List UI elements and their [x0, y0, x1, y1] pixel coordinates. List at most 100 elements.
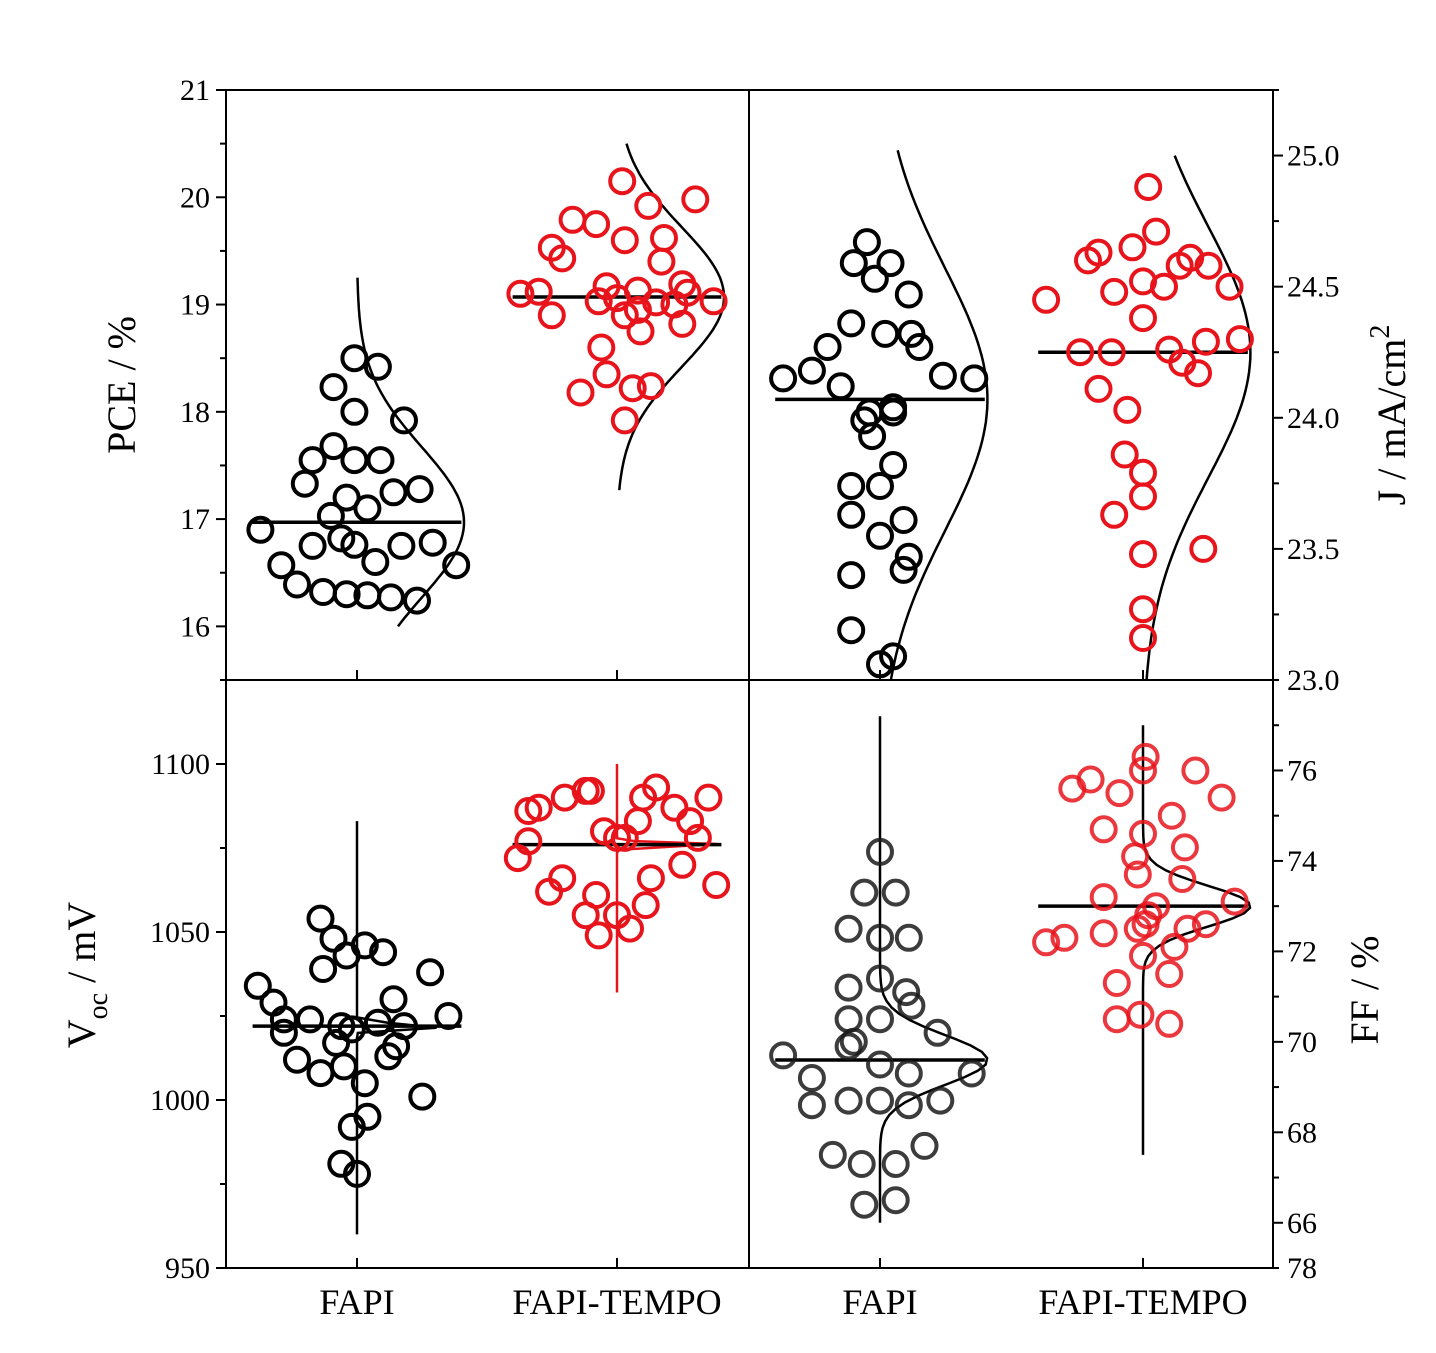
- data-point-fapi-tempo: [642, 288, 671, 317]
- data-point-fapi: [871, 319, 900, 348]
- data-point-fapi: [960, 364, 989, 393]
- data-point-fapi: [879, 451, 908, 479]
- data-point-fapi: [813, 333, 842, 361]
- y-tick-label-bottom-right: 70: [1287, 1026, 1317, 1059]
- y-tick-label-top-left: 21: [180, 74, 210, 107]
- data-point-fapi-tempo: [1089, 919, 1118, 948]
- data-point-fapi: [243, 971, 272, 1000]
- y-tick-label-top-left: 20: [180, 181, 210, 214]
- data-point-fapi: [298, 531, 327, 560]
- data-point-fapi: [928, 361, 957, 390]
- y-tick-label-top-right: 24.0: [1287, 402, 1340, 435]
- data-point-fapi-tempo: [1089, 815, 1118, 844]
- data-point-fapi-tempo: [1089, 883, 1118, 912]
- data-point-fapi: [319, 373, 348, 402]
- data-point-fapi-tempo: [1131, 742, 1160, 771]
- data-point-fapi: [350, 931, 379, 960]
- y-tick-label-bottom-left: 1050: [150, 916, 210, 949]
- data-point-fapi-tempo: [634, 191, 663, 220]
- distribution-curve-fapi-tempo: [615, 764, 718, 993]
- data-point-fapi-tempo: [647, 247, 676, 276]
- panel-frame-bottom-left: [225, 679, 750, 1269]
- y-tick-label-top-right: 24.5: [1287, 271, 1340, 304]
- data-point-fapi-tempo: [566, 378, 595, 407]
- data-point-fapi-tempo: [524, 793, 553, 822]
- data-point-fapi: [418, 528, 447, 557]
- data-point-fapi-tempo: [1129, 595, 1157, 624]
- data-point-fapi: [894, 542, 923, 571]
- jsc-title-sup: 2: [1365, 325, 1396, 339]
- data-point-fapi-tempo: [626, 317, 655, 346]
- data-point-fapi-tempo: [610, 226, 639, 255]
- data-point-fapi: [403, 586, 431, 615]
- distribution-curve-fapi: [889, 149, 989, 681]
- y-tick-label-bottom-right: 76: [1287, 754, 1317, 787]
- data-point-fapi-tempo: [1110, 440, 1139, 469]
- data-point-fapi: [283, 570, 311, 599]
- data-point-fapi: [923, 1018, 952, 1047]
- data-point-fapi-tempo: [548, 864, 577, 893]
- data-point-fapi: [837, 561, 866, 590]
- data-point-fapi: [322, 1028, 351, 1057]
- data-point-fapi: [290, 469, 319, 498]
- category-labels: FAPI FAPI-TEMPO FAPI FAPI-TEMPO: [319, 1282, 1247, 1322]
- data-point-fapi-tempo: [683, 823, 712, 852]
- data-point-fapi-tempo: [694, 783, 723, 812]
- y-tick-label-bottom-right: 68: [1287, 1116, 1317, 1149]
- data-point-fapi-tempo: [1050, 923, 1079, 952]
- data-point-fapi-tempo: [1142, 217, 1171, 246]
- data-point-fapi-tempo: [592, 360, 621, 389]
- data-point-fapi-tempo: [1105, 779, 1134, 808]
- data-point-fapi-tempo: [1191, 327, 1220, 356]
- data-point-fapi-tempo: [1129, 756, 1157, 785]
- data-point-fapi: [343, 1159, 371, 1188]
- data-point-fapi: [866, 521, 894, 550]
- data-point-fapi: [316, 501, 345, 530]
- y-tick-label-top-right: 23.5: [1287, 533, 1340, 566]
- data-point-fapi: [296, 1005, 324, 1034]
- y-tick-label-bottom-top-right: 23.0: [1287, 664, 1340, 697]
- data-point-fapi: [866, 964, 894, 993]
- data-point-fapi-tempo: [636, 864, 665, 893]
- data-point-fapi-tempo: [1220, 887, 1249, 916]
- data-point-fapi: [298, 446, 327, 475]
- distribution-curve-fapi-tempo: [1141, 725, 1252, 1155]
- data-point-fapi-tempo: [1173, 914, 1202, 943]
- data-point-fapi: [860, 264, 889, 293]
- data-point-fapi: [837, 472, 866, 500]
- data-point-fapi-tempo: [1155, 1009, 1184, 1038]
- data-point-fapi: [769, 364, 798, 393]
- data-point-fapi-tempo: [650, 224, 678, 252]
- axis-tick-labels: 16 17 18 19 20 21 23.5 24.0 24.5 25.0 23.0 950 1000 1…: [150, 74, 1340, 1285]
- data-point-fapi-tempo: [1142, 892, 1171, 921]
- data-point-fapi: [847, 1150, 876, 1178]
- data-point-fapi: [881, 1186, 910, 1215]
- data-point-fapi-tempo: [623, 807, 652, 836]
- data-point-fapi-tempo: [592, 272, 621, 301]
- data-point-fapi-tempo: [1066, 338, 1095, 367]
- data-point-fapi-tempo: [1100, 277, 1129, 306]
- data-point-fapi: [876, 249, 905, 278]
- data-point-fapi-tempo: [1160, 932, 1189, 961]
- data-point-fapi-tempo: [548, 244, 577, 273]
- category-label-fapi-tempo: FAPI-TEMPO: [1038, 1282, 1247, 1322]
- data-point-fapi-tempo: [1097, 338, 1126, 367]
- data-point-fapi: [340, 446, 369, 475]
- data-point-fapi-tempo: [618, 374, 647, 403]
- data-point-fapi-tempo: [642, 773, 671, 802]
- data-point-fapi: [309, 578, 338, 606]
- data-point-fapi: [267, 551, 296, 580]
- data-point-fapi: [834, 1005, 863, 1034]
- data-point-fapi-tempo: [610, 406, 639, 435]
- data-point-fapi: [837, 500, 866, 529]
- data-point-fapi: [340, 344, 369, 373]
- data-point-fapi-tempo: [582, 210, 611, 239]
- data-point-fapi-tempo: [1157, 801, 1186, 830]
- data-point-fapi: [319, 924, 348, 953]
- y-tick-label-top-right: 25.0: [1287, 140, 1340, 173]
- y-tick-label-top-left: 18: [180, 396, 210, 429]
- data-point-fapi-tempo: [582, 881, 611, 909]
- category-label-fapi: FAPI: [319, 1282, 394, 1322]
- panel-frame-bottom-right: [748, 679, 1274, 1269]
- data-point-fapi-tempo: [1134, 901, 1163, 930]
